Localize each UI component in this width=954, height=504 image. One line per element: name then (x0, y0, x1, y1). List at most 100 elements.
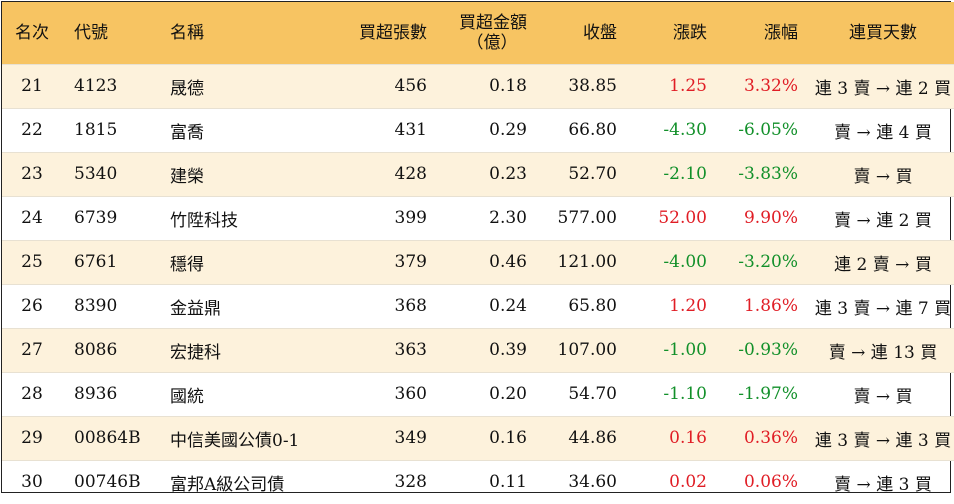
cell-change: 52.00 (658, 208, 707, 228)
header-amount: 買超金額 （億） (427, 2, 527, 64)
cell-days: 連 2 賣 → 買 (834, 254, 932, 275)
cell-change: 1.25 (669, 76, 707, 96)
cell-volume: 428 (394, 164, 427, 184)
cell-volume: 368 (394, 296, 427, 316)
cell-change: -1.10 (663, 384, 707, 404)
cell-days: 賣 → 連 3 買 (834, 474, 932, 495)
cell-close: 52.70 (568, 164, 617, 184)
cell-name: 國統 (170, 386, 204, 407)
cell-code: 8390 (74, 296, 118, 316)
cell-name: 富喬 (170, 122, 204, 143)
cell-days: 賣 → 連 4 買 (834, 122, 932, 143)
cell-close: 107.00 (557, 340, 617, 360)
table-row: 29 00864B 中信美國公債0-1 349 0.16 44.86 0.16 0.36% 連 … (2, 416, 954, 460)
cell-amount: 0.24 (489, 296, 527, 316)
cell-change: 0.16 (669, 428, 707, 448)
cell-volume: 360 (394, 384, 427, 404)
cell-code: 5340 (74, 164, 118, 184)
table-row: 26 8390 金益鼎 368 0.24 65.80 1.20 1.86% 連 3 賣 → 連 … (2, 284, 954, 328)
cell-close: 66.80 (568, 120, 617, 140)
cell-code: 6761 (74, 252, 118, 272)
table-row: 27 8086 宏捷科 363 0.39 107.00 -1.00 -0.93% 賣 → 連 1… (2, 328, 954, 372)
cell-change: -4.00 (663, 252, 707, 272)
header-volume: 買超張數 (359, 22, 427, 43)
cell-volume: 328 (394, 472, 427, 492)
cell-name: 穩得 (170, 254, 204, 275)
header-rank: 名次 (15, 22, 49, 43)
cell-pct: -6.05% (738, 120, 798, 140)
cell-rank: 21 (21, 76, 43, 96)
cell-amount: 2.30 (489, 208, 527, 228)
cell-close: 577.00 (557, 208, 617, 228)
header-code: 代號 (74, 22, 108, 43)
cell-rank: 29 (21, 428, 43, 448)
table-row: 21 4123 晟德 456 0.18 38.85 1.25 3.32% 連 3 賣 → 連 2… (2, 64, 954, 108)
cell-amount: 0.29 (489, 120, 527, 140)
cell-name: 竹陞科技 (170, 210, 238, 231)
cell-close: 34.60 (568, 472, 617, 492)
cell-rank: 25 (21, 252, 43, 272)
cell-code: 00746B (74, 472, 141, 492)
cell-code: 00864B (74, 428, 141, 448)
cell-days: 連 3 賣 → 連 7 買 (814, 298, 952, 319)
cell-change: -4.30 (663, 120, 707, 140)
header-pct: 漲幅 (764, 22, 798, 43)
cell-code: 8086 (74, 340, 118, 360)
ranking-table-container: 名次 代號 名稱 買超張數 買超金額 （億） 收盤 漲跌 漲幅 連買天數 21 4… (1, 1, 954, 495)
cell-close: 121.00 (557, 252, 617, 272)
header-row: 名次 代號 名稱 買超張數 買超金額 （億） 收盤 漲跌 漲幅 連買天數 (2, 2, 954, 64)
cell-rank: 30 (21, 472, 43, 492)
cell-amount: 0.46 (489, 252, 527, 272)
cell-amount: 0.18 (489, 76, 527, 96)
cell-pct: 9.90% (743, 208, 798, 228)
cell-close: 54.70 (568, 384, 617, 404)
cell-amount: 0.23 (489, 164, 527, 184)
cell-code: 8936 (74, 384, 118, 404)
cell-days: 賣 → 連 2 買 (834, 210, 932, 231)
cell-close: 38.85 (568, 76, 617, 96)
cell-days: 連 3 賣 → 連 2 買 (814, 78, 952, 99)
cell-pct: -3.20% (738, 252, 798, 272)
cell-volume: 379 (394, 252, 427, 272)
header-amount-line2: （億） (466, 32, 518, 53)
cell-pct: 0.06% (743, 472, 798, 492)
cell-amount: 0.20 (489, 384, 527, 404)
cell-rank: 26 (21, 296, 43, 316)
header-days: 連買天數 (849, 22, 917, 43)
cell-volume: 349 (394, 428, 427, 448)
cell-name: 富邦A級公司債 (170, 474, 285, 495)
header-change: 漲跌 (673, 22, 707, 43)
cell-rank: 27 (21, 340, 43, 360)
cell-rank: 24 (21, 208, 43, 228)
cell-rank: 22 (21, 120, 43, 140)
cell-code: 1815 (74, 120, 118, 140)
table-row: 24 6739 竹陞科技 399 2.30 577.00 52.00 9.90% 賣 → 連 2… (2, 196, 954, 240)
cell-days: 賣 → 買 (853, 386, 913, 407)
cell-days: 賣 → 買 (853, 166, 913, 187)
cell-change: 0.02 (669, 472, 707, 492)
cell-change: -1.00 (663, 340, 707, 360)
cell-close: 65.80 (568, 296, 617, 316)
cell-rank: 28 (21, 384, 43, 404)
table-row: 30 00746B 富邦A級公司債 328 0.11 34.60 0.02 0.06% 賣 → … (2, 460, 954, 504)
cell-name: 晟德 (170, 78, 204, 99)
cell-amount: 0.39 (489, 340, 527, 360)
cell-name: 中信美國公債0-1 (170, 430, 300, 451)
table-row: 22 1815 富喬 431 0.29 66.80 -4.30 -6.05% 賣 → 連 4 買 (2, 108, 954, 152)
cell-volume: 431 (394, 120, 427, 140)
cell-close: 44.86 (568, 428, 617, 448)
cell-rank: 23 (21, 164, 43, 184)
cell-volume: 363 (394, 340, 427, 360)
cell-change: 1.20 (669, 296, 707, 316)
cell-pct: 0.36% (743, 428, 798, 448)
table-header: 名次 代號 名稱 買超張數 買超金額 （億） 收盤 漲跌 漲幅 連買天數 (2, 2, 954, 64)
cell-days: 連 3 賣 → 連 3 買 (814, 430, 952, 451)
cell-pct: 3.32% (743, 76, 798, 96)
cell-pct: -3.83% (738, 164, 798, 184)
cell-name: 建榮 (170, 166, 204, 187)
cell-volume: 399 (394, 208, 427, 228)
header-close: 收盤 (583, 22, 617, 43)
cell-pct: -0.93% (738, 340, 798, 360)
cell-name: 金益鼎 (170, 298, 221, 319)
cell-code: 6739 (74, 208, 118, 228)
